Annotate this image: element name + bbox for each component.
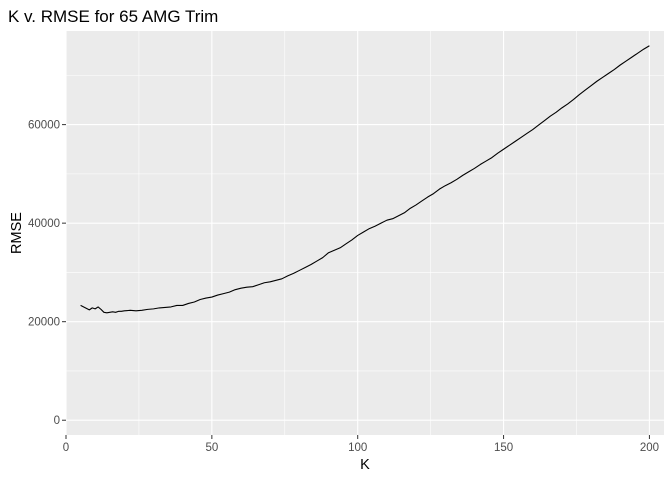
y-axis-label: RMSE xyxy=(9,212,25,254)
x-tick-label: 0 xyxy=(63,442,69,454)
x-tick-label: 150 xyxy=(494,442,513,454)
grid-minor-lines xyxy=(66,31,664,435)
series-line-rmse xyxy=(80,45,650,314)
x-tick-label: 50 xyxy=(205,442,218,454)
y-axis-ticks: 0 20000 40000 60000 xyxy=(28,120,66,427)
y-tick-label: 0 xyxy=(54,415,60,427)
y-tick-label: 40000 xyxy=(28,218,60,230)
x-axis-ticks: 0 50 100 150 200 xyxy=(63,435,659,454)
chart-title: K v. RMSE for 65 AMG Trim xyxy=(8,7,218,26)
y-tick-label: 60000 xyxy=(28,120,60,132)
x-tick-label: 200 xyxy=(640,442,659,454)
plot-panel xyxy=(66,31,664,435)
x-axis-label: K xyxy=(360,457,370,473)
y-tick-label: 20000 xyxy=(28,317,60,329)
x-tick-label: 100 xyxy=(348,442,367,454)
grid-major-lines xyxy=(65,31,664,435)
